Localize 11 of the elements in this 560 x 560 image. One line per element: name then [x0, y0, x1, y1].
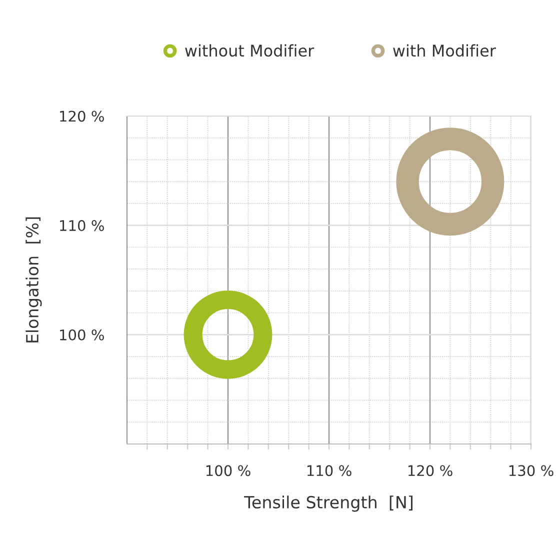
- legend-label: without Modifier: [185, 44, 314, 57]
- x-tick-label: 100 %: [206, 465, 250, 476]
- y-tick-label: 120 %: [60, 110, 104, 122]
- y-tick-label: 110 %: [60, 220, 104, 232]
- y-tick-label: 100 %: [60, 329, 104, 340]
- x-tick-label: 130 %: [509, 465, 554, 476]
- x-tick-label: 120 %: [408, 465, 452, 476]
- x-tick-label: 110 %: [307, 465, 352, 476]
- x-axis-title: Tensile Strength [N]: [244, 496, 412, 512]
- y-axis-title: Elongation [%]: [26, 217, 42, 342]
- legend-label: with Modifier: [393, 44, 496, 57]
